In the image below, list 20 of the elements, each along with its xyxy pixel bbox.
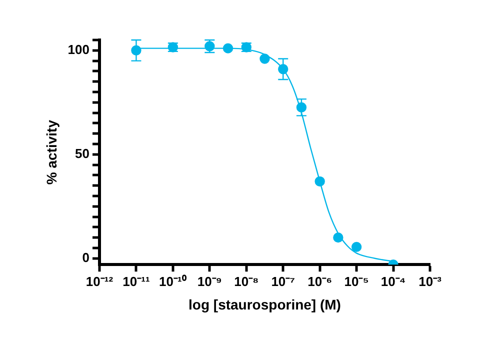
- y-tick-label: 50: [75, 146, 90, 161]
- point: [333, 232, 344, 243]
- y-axis-title: % activity: [43, 120, 60, 185]
- x-tick-label: 10⁻¹²: [86, 274, 114, 289]
- x-tick-label: 10⁻¹¹: [122, 274, 150, 289]
- x-tick-label: 10⁻⁸: [234, 274, 259, 289]
- point: [351, 242, 362, 252]
- point: [222, 43, 234, 54]
- x-tick-label: 10⁻¹⁰: [159, 274, 187, 289]
- x-tick-label: 10⁻⁴: [380, 274, 406, 289]
- x-tick-label: 10⁻⁹: [197, 274, 222, 289]
- y-tick-label: 0: [82, 250, 90, 265]
- point: [260, 54, 270, 64]
- x-tick-label: 10⁻⁷: [271, 274, 296, 289]
- x-tick-label: 10⁻⁵: [344, 274, 369, 289]
- x-tick-label: 10⁻⁶: [308, 274, 332, 289]
- x-tick-label: 10⁻³: [418, 274, 442, 289]
- x-axis-title: log [staurosporine] (M): [188, 296, 341, 312]
- point: [314, 176, 325, 187]
- y-tick-label: 100: [68, 42, 90, 57]
